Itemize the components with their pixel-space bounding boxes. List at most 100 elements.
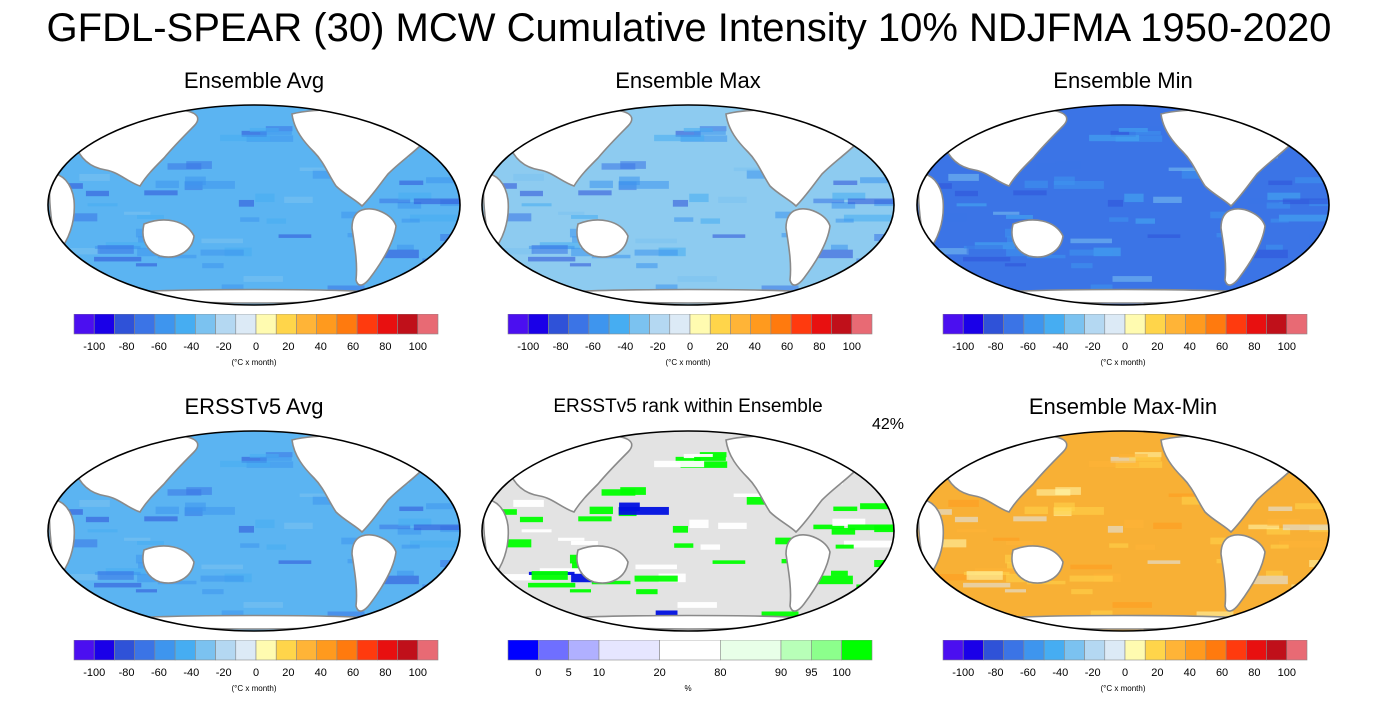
field-patch — [1054, 502, 1075, 512]
field-patch — [1124, 193, 1144, 203]
colorbar-tick-label: 40 — [1184, 341, 1196, 353]
colorbar-tick-label: -100 — [952, 341, 974, 353]
colorbar-tick-label: -80 — [553, 341, 569, 353]
field-patch — [255, 193, 275, 203]
colorbar-swatch — [629, 314, 650, 335]
greenland-landmass — [420, 110, 455, 139]
field-patch — [683, 453, 713, 459]
field-patch — [426, 177, 457, 184]
panel-title: Ensemble Max — [615, 68, 761, 93]
field-patch — [1135, 218, 1156, 224]
colorbar-swatch — [548, 314, 569, 335]
colorbar-swatch — [962, 640, 984, 661]
field-patch — [409, 540, 460, 548]
rank-colorbar-tick-label: 90 — [775, 667, 787, 679]
australia-landmass — [576, 219, 629, 258]
colorbar-swatch — [235, 314, 257, 335]
field-patch — [52, 213, 98, 222]
panel-title: Ensemble Max-Min — [1028, 394, 1218, 419]
colorbar-units: % — [684, 684, 692, 693]
colorbar-swatch — [255, 314, 277, 335]
australia-landmass — [576, 545, 629, 584]
field-patch — [396, 244, 414, 250]
colorbar-units: (°C x month) — [231, 684, 277, 693]
panel-title: ERSSTv5 rank within Ensemble — [553, 396, 823, 417]
field-patch — [634, 249, 678, 256]
field-patch — [1270, 544, 1289, 549]
field-patch — [635, 238, 677, 244]
colorbar-tick-label: -60 — [151, 341, 167, 353]
field-patch — [201, 238, 243, 244]
field-patch — [383, 575, 419, 585]
field-patch — [833, 506, 858, 512]
colorbar-swatch — [1225, 640, 1247, 661]
field-patch — [937, 574, 969, 581]
field-patch — [240, 543, 260, 548]
field-patch — [746, 495, 768, 505]
field-patch — [571, 214, 598, 219]
rank-colorbar-tick-label: 100 — [832, 667, 850, 679]
colorbar-tick-label: 20 — [1151, 667, 1163, 679]
field-patch — [284, 522, 313, 529]
colorbar: -100 -80 -60 -40 -20 0 20 40 60 80 100 — [942, 314, 1308, 353]
greenland-landmass — [420, 436, 455, 465]
field-patch — [521, 203, 552, 207]
field-patch — [1134, 126, 1162, 132]
field-patch — [397, 202, 422, 209]
field-patch — [379, 198, 411, 204]
colorbar-tick-label: 100 — [409, 341, 427, 353]
field-patch — [299, 167, 328, 172]
field-patch — [1135, 544, 1156, 550]
field-patch — [502, 248, 534, 255]
field-patch — [937, 248, 969, 255]
field-patch — [1024, 180, 1048, 189]
field-patch — [571, 247, 598, 257]
panel-ersst-rank: ERSSTv5 rank within Ensemble 42% 0 5 10 20 8… — [478, 394, 904, 704]
colorbar-swatch — [1003, 314, 1025, 335]
field-patch — [746, 169, 768, 179]
colorbar-swatch — [1064, 314, 1085, 335]
colorbar-swatch — [114, 640, 135, 661]
map-ensemble-min — [916, 104, 1330, 306]
field-patch — [1295, 177, 1326, 184]
field-patch — [636, 589, 658, 595]
colorbar-tick-label: -20 — [1085, 341, 1101, 353]
field-patch — [202, 263, 224, 269]
greenland-landmass — [854, 436, 889, 465]
field-patch — [1013, 190, 1047, 196]
field-patch — [79, 173, 110, 181]
field-patch — [1004, 263, 1027, 267]
colorbar-swatch — [1023, 314, 1045, 335]
field-patch — [1107, 199, 1124, 207]
greenland-landmass — [1289, 436, 1324, 465]
field-patch — [733, 493, 762, 498]
field-patch — [431, 605, 460, 614]
colorbar-tick-label: -20 — [216, 667, 232, 679]
field-patch — [135, 263, 158, 267]
field-patch — [511, 133, 533, 139]
colorbar-swatch — [154, 640, 176, 661]
field-patch — [954, 190, 978, 197]
field-patch — [383, 249, 419, 259]
colorbar-units: (°C x month) — [1100, 684, 1146, 693]
field-patch — [486, 539, 532, 548]
field-patch — [835, 218, 854, 223]
field-patch — [1268, 180, 1293, 186]
field-patch — [712, 234, 746, 238]
colorbar-swatch — [608, 314, 630, 335]
colorbar-swatch — [275, 640, 297, 661]
colorbar-swatch — [1286, 640, 1308, 661]
field-patch — [327, 285, 365, 291]
figure-title: GFDL-SPEAR (30) MCW Cumulative Intensity… — [46, 6, 1332, 50]
south-america-landmass — [1220, 534, 1266, 612]
field-patch — [1129, 456, 1161, 461]
field-patch — [144, 516, 178, 522]
field-patch — [813, 198, 845, 204]
field-patch — [1252, 249, 1288, 259]
field-patch — [1006, 573, 1033, 583]
field-patch — [833, 180, 858, 186]
field-patch — [401, 218, 420, 223]
colorbar-tick-label: 100 — [1278, 667, 1296, 679]
colorbar-swatch — [1246, 314, 1267, 335]
field-patch — [167, 163, 202, 170]
